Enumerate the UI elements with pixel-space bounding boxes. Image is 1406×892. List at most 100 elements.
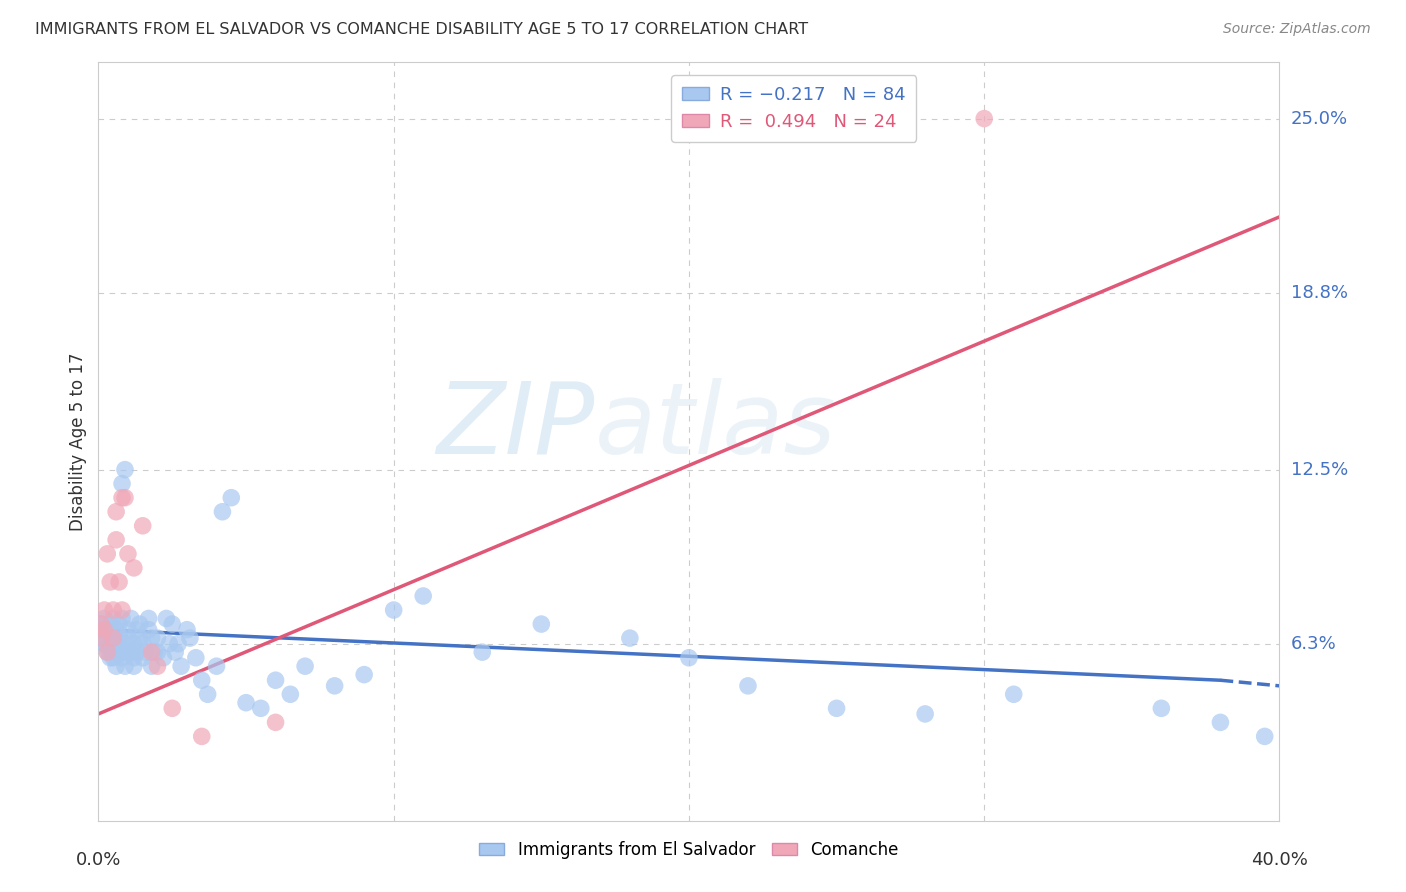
Point bbox=[111, 476, 134, 491]
Text: atlas: atlas bbox=[595, 378, 837, 475]
Point bbox=[93, 611, 115, 625]
Point bbox=[125, 645, 148, 659]
Point bbox=[530, 617, 553, 632]
Point bbox=[135, 645, 157, 659]
Point bbox=[143, 645, 166, 659]
Point bbox=[825, 701, 848, 715]
Point bbox=[98, 617, 121, 632]
Point bbox=[221, 491, 243, 505]
Point bbox=[412, 589, 434, 603]
Text: ZIP: ZIP bbox=[436, 378, 595, 475]
Point bbox=[90, 631, 112, 645]
Point bbox=[235, 696, 257, 710]
Point bbox=[93, 603, 115, 617]
Point bbox=[197, 687, 219, 701]
Point bbox=[96, 640, 118, 654]
Point bbox=[111, 611, 134, 625]
Point bbox=[98, 650, 121, 665]
Point bbox=[114, 491, 136, 505]
Point bbox=[122, 659, 145, 673]
Point bbox=[146, 659, 169, 673]
Point bbox=[111, 650, 134, 665]
Point bbox=[138, 623, 160, 637]
Point bbox=[105, 533, 128, 547]
Point bbox=[93, 623, 115, 637]
Point bbox=[103, 603, 125, 617]
Point bbox=[128, 631, 150, 645]
Point bbox=[264, 715, 287, 730]
Point bbox=[114, 659, 136, 673]
Point bbox=[353, 667, 375, 681]
Point bbox=[96, 645, 118, 659]
Point bbox=[132, 637, 155, 651]
Point bbox=[157, 637, 180, 651]
Point bbox=[1209, 715, 1232, 730]
Point bbox=[162, 617, 183, 632]
Point bbox=[678, 650, 700, 665]
Point bbox=[111, 645, 134, 659]
Point bbox=[114, 637, 136, 651]
Point bbox=[146, 631, 169, 645]
Point bbox=[103, 631, 125, 645]
Point bbox=[619, 631, 641, 645]
Point bbox=[122, 650, 145, 665]
Point bbox=[155, 611, 177, 625]
Point bbox=[132, 518, 155, 533]
Point bbox=[138, 611, 160, 625]
Point bbox=[120, 611, 142, 625]
Point bbox=[170, 659, 193, 673]
Point bbox=[90, 617, 112, 632]
Point bbox=[111, 603, 134, 617]
Point bbox=[184, 650, 207, 665]
Point bbox=[176, 623, 198, 637]
Point bbox=[117, 547, 139, 561]
Point bbox=[108, 574, 131, 589]
Point bbox=[111, 491, 134, 505]
Text: 18.8%: 18.8% bbox=[1291, 284, 1347, 301]
Point bbox=[114, 462, 136, 476]
Point bbox=[108, 628, 131, 642]
Point bbox=[105, 623, 128, 637]
Point bbox=[93, 637, 115, 651]
Point bbox=[471, 645, 494, 659]
Point bbox=[103, 637, 125, 651]
Point bbox=[737, 679, 759, 693]
Point bbox=[103, 650, 125, 665]
Point bbox=[179, 631, 201, 645]
Point bbox=[132, 650, 155, 665]
Point bbox=[162, 701, 183, 715]
Text: 25.0%: 25.0% bbox=[1291, 110, 1348, 128]
Point bbox=[323, 679, 346, 693]
Text: IMMIGRANTS FROM EL SALVADOR VS COMANCHE DISABILITY AGE 5 TO 17 CORRELATION CHART: IMMIGRANTS FROM EL SALVADOR VS COMANCHE … bbox=[35, 22, 808, 37]
Point bbox=[294, 659, 316, 673]
Text: 0.0%: 0.0% bbox=[76, 851, 121, 869]
Point bbox=[141, 631, 163, 645]
Point bbox=[191, 673, 214, 688]
Point bbox=[973, 112, 995, 126]
Point bbox=[117, 645, 139, 659]
Point bbox=[122, 561, 145, 575]
Point bbox=[128, 617, 150, 632]
Point bbox=[120, 645, 142, 659]
Point bbox=[105, 505, 128, 519]
Text: 12.5%: 12.5% bbox=[1291, 460, 1348, 479]
Point bbox=[141, 659, 163, 673]
Point bbox=[117, 623, 139, 637]
Point bbox=[165, 645, 187, 659]
Point bbox=[167, 637, 190, 651]
Point bbox=[105, 645, 128, 659]
Point bbox=[1150, 701, 1173, 715]
Point bbox=[280, 687, 302, 701]
Point bbox=[125, 623, 148, 637]
Y-axis label: Disability Age 5 to 17: Disability Age 5 to 17 bbox=[69, 352, 87, 531]
Point bbox=[98, 574, 121, 589]
Point bbox=[1002, 687, 1025, 701]
Text: 40.0%: 40.0% bbox=[1251, 851, 1308, 869]
Point bbox=[96, 645, 118, 659]
Point bbox=[103, 611, 125, 625]
Point bbox=[108, 640, 131, 654]
Point bbox=[382, 603, 405, 617]
Point bbox=[914, 706, 936, 721]
Legend: Immigrants from El Salvador, Comanche: Immigrants from El Salvador, Comanche bbox=[472, 834, 905, 865]
Point bbox=[250, 701, 273, 715]
